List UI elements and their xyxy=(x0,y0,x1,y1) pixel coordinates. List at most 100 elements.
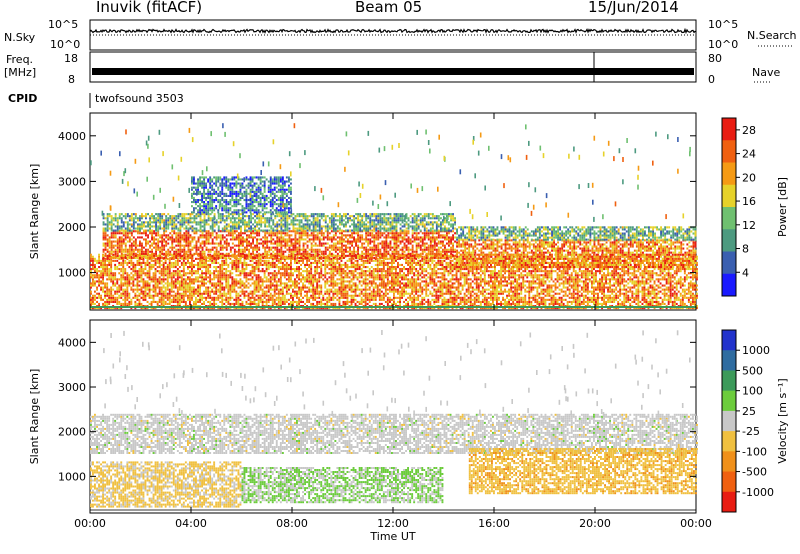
data-cell xyxy=(448,266,450,268)
data-cell xyxy=(543,289,545,291)
data-cell xyxy=(452,260,454,262)
data-cell xyxy=(256,289,258,291)
data-cell xyxy=(256,262,258,264)
data-cell xyxy=(197,272,199,274)
data-cell xyxy=(541,278,543,280)
data-cell xyxy=(415,282,417,284)
data-cell xyxy=(415,289,417,291)
data-cell xyxy=(229,303,231,305)
data-cell xyxy=(464,299,466,301)
data-cell xyxy=(403,274,405,276)
data-cell xyxy=(417,264,419,266)
data-cell xyxy=(143,272,145,274)
data-cell xyxy=(444,280,446,282)
data-cell xyxy=(124,289,126,291)
data-cell xyxy=(514,278,516,280)
data-cell xyxy=(589,280,591,282)
data-cell xyxy=(345,287,347,289)
data-cell xyxy=(316,280,318,282)
data-cell xyxy=(587,282,589,284)
data-cell xyxy=(399,301,401,303)
data-cell xyxy=(223,289,225,291)
data-cell xyxy=(132,264,134,266)
data-cell xyxy=(223,268,225,270)
data-cell xyxy=(571,272,573,274)
data-cell xyxy=(395,280,397,282)
data-cell xyxy=(365,280,367,282)
data-cell xyxy=(128,293,130,295)
data-cell xyxy=(290,295,292,297)
data-cell xyxy=(320,289,322,291)
data-cell xyxy=(177,289,179,291)
data-cell xyxy=(555,301,557,303)
data-cell xyxy=(288,268,290,270)
data-cell xyxy=(324,303,326,305)
data-cell xyxy=(110,295,112,297)
data-cell xyxy=(320,274,322,276)
data-cell xyxy=(130,278,132,280)
data-cell xyxy=(290,274,292,276)
data-cell xyxy=(425,268,427,270)
data-cell xyxy=(385,282,387,284)
data-cell xyxy=(149,266,151,268)
data-cell xyxy=(361,285,363,287)
data-cell xyxy=(233,266,235,268)
data-cell xyxy=(94,285,96,287)
data-cell xyxy=(369,297,371,299)
data-cell xyxy=(334,274,336,276)
data-cell xyxy=(139,262,141,264)
data-cell xyxy=(415,297,417,299)
data-cell xyxy=(387,262,389,264)
data-cell xyxy=(444,270,446,272)
data-cell xyxy=(417,299,419,301)
data-cell xyxy=(169,282,171,284)
data-cell xyxy=(262,264,264,266)
data-cell xyxy=(102,291,104,293)
data-cell xyxy=(502,299,504,301)
data-cell xyxy=(587,274,589,276)
data-cell xyxy=(207,266,209,268)
data-cell xyxy=(332,264,334,266)
data-cell xyxy=(298,299,300,301)
data-cell xyxy=(310,295,312,297)
data-cell xyxy=(490,280,492,282)
data-cell xyxy=(203,278,205,280)
data-cell xyxy=(563,291,565,293)
data-cell xyxy=(233,280,235,282)
data-cell xyxy=(585,295,587,297)
data-cell xyxy=(425,293,427,295)
data-cell xyxy=(442,266,444,268)
data-cell xyxy=(534,299,536,301)
data-cell xyxy=(209,287,211,289)
data-cell xyxy=(363,270,365,272)
data-cell xyxy=(567,278,569,280)
data-cell xyxy=(169,264,171,266)
data-cell xyxy=(506,301,508,303)
data-cell xyxy=(221,303,223,305)
data-cell xyxy=(575,285,577,287)
data-cell xyxy=(435,291,437,293)
data-cell xyxy=(512,299,514,301)
data-cell xyxy=(361,299,363,301)
data-cell xyxy=(336,289,338,291)
data-cell xyxy=(326,278,328,280)
data-cell xyxy=(365,266,367,268)
data-cell xyxy=(306,278,308,280)
data-cell xyxy=(116,291,118,293)
data-cell xyxy=(454,301,456,303)
data-cell xyxy=(603,301,605,303)
data-cell xyxy=(296,280,298,282)
data-cell xyxy=(375,285,377,287)
data-cell xyxy=(351,270,353,272)
data-cell xyxy=(367,270,369,272)
data-cell xyxy=(571,303,573,305)
data-cell xyxy=(399,264,401,266)
data-cell xyxy=(421,280,423,282)
data-cell xyxy=(415,278,417,280)
data-cell xyxy=(215,268,217,270)
data-cell xyxy=(231,260,233,262)
data-cell xyxy=(530,272,532,274)
data-cell xyxy=(264,262,266,264)
data-cell xyxy=(359,295,361,297)
data-cell xyxy=(159,276,161,278)
